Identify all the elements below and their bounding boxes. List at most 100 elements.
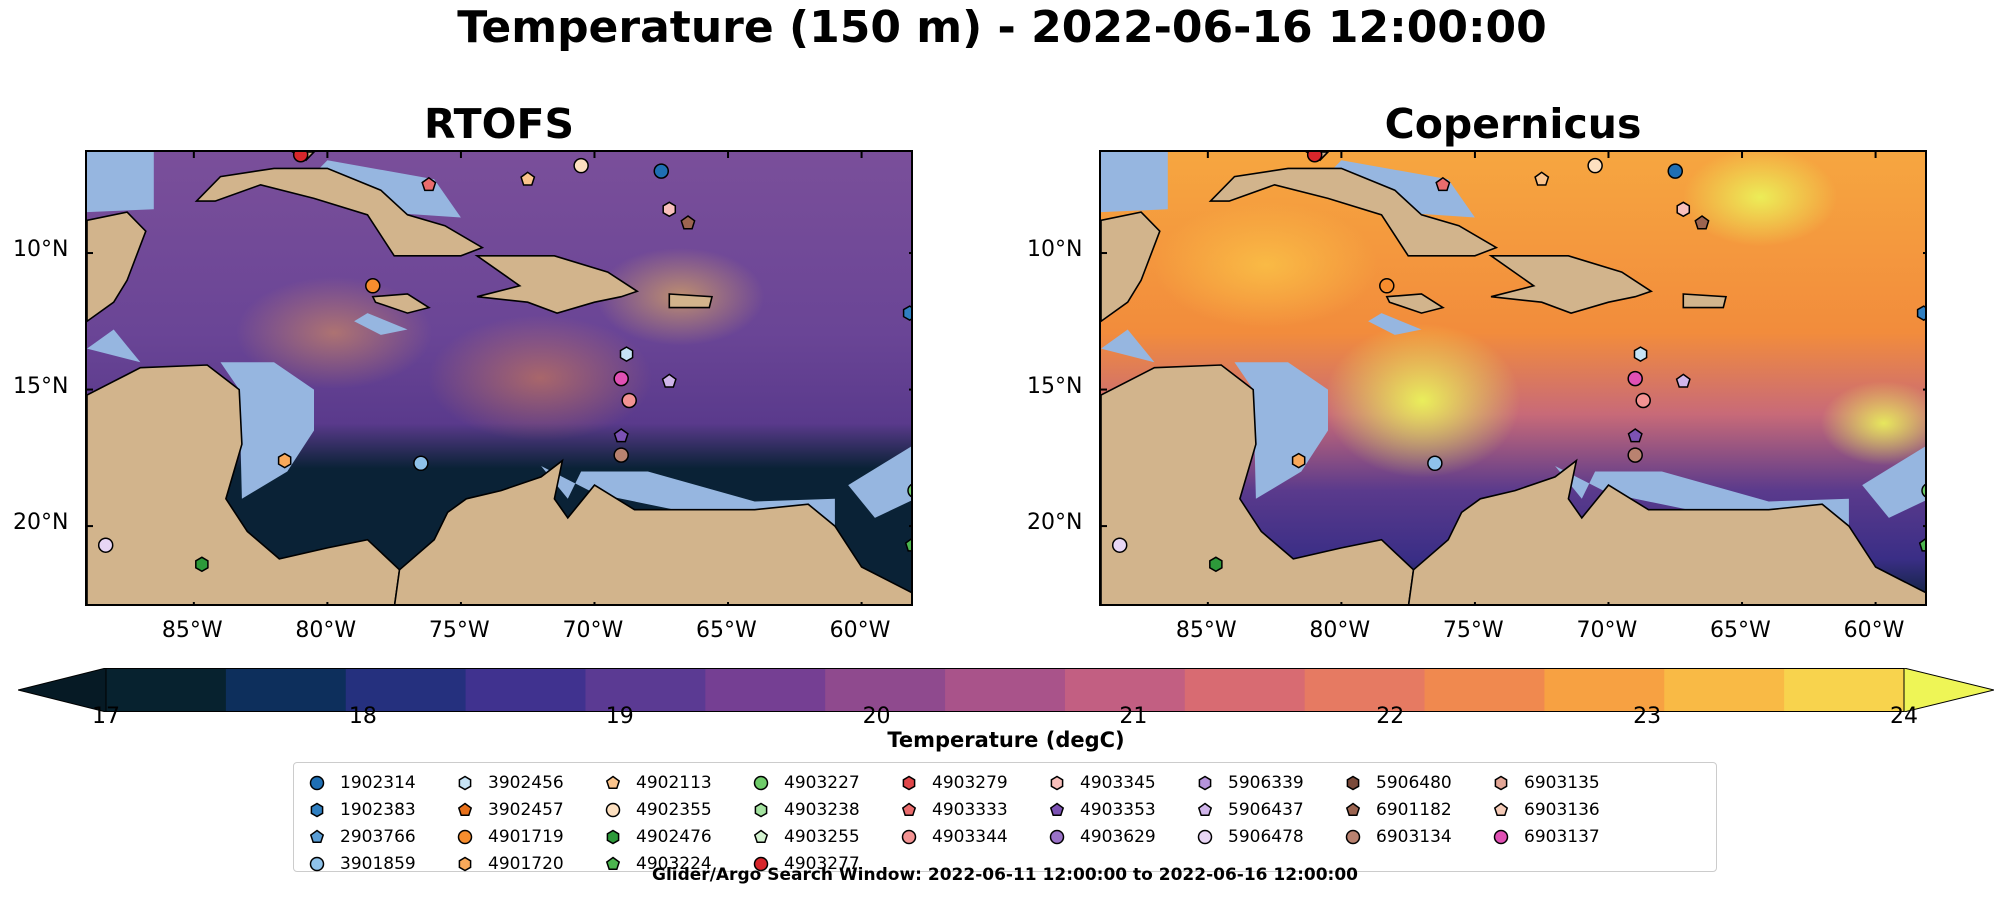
legend-marker-circle bbox=[309, 856, 325, 871]
lon-tick-label: 75°W bbox=[428, 618, 490, 643]
float-marker-1902383 bbox=[1916, 305, 1925, 321]
float-marker-3902456 bbox=[1633, 346, 1648, 362]
legend-item: 5906480 bbox=[1344, 769, 1452, 796]
float-legend: 1902314 1902383 2903766 3901859 3902456 39024… bbox=[293, 762, 1717, 874]
legend-item: 2903766 bbox=[308, 823, 416, 850]
float-marker-5906437 bbox=[1675, 373, 1691, 388]
legend-item: 6901182 bbox=[1344, 796, 1452, 823]
legend-marker-circle bbox=[309, 775, 325, 790]
float-marker-4903333 bbox=[1435, 176, 1451, 192]
legend-marker-pentagon bbox=[605, 856, 621, 870]
legend-marker bbox=[606, 829, 620, 844]
colorbar bbox=[18, 668, 1994, 712]
legend-label: 6903137 bbox=[1524, 826, 1600, 847]
float-marker-3902456 bbox=[619, 346, 634, 362]
legend-marker-circle bbox=[1197, 829, 1213, 844]
legend-marker-hexagon bbox=[902, 775, 916, 790]
float-marker-6903137 bbox=[1627, 370, 1643, 387]
legend-marker-pentagon bbox=[457, 802, 473, 816]
legend-marker-hexagon bbox=[1050, 775, 1064, 790]
float-marker-4903345 bbox=[1676, 201, 1691, 218]
lon-tick-label: 70°W bbox=[562, 618, 624, 643]
legend-label: 4902113 bbox=[636, 772, 712, 793]
legend-item: 6903134 bbox=[1344, 823, 1452, 850]
legend-column: 1902314 1902383 2903766 3901859 bbox=[308, 769, 416, 877]
legend-label: 4902476 bbox=[636, 826, 712, 847]
float-marker-4902355 bbox=[573, 157, 589, 174]
float-marker-4901720 bbox=[1291, 452, 1306, 469]
colorbar-tick-label: 20 bbox=[862, 704, 891, 729]
float-marker-1902314 bbox=[1667, 163, 1684, 179]
float-marker-4903277 bbox=[1306, 152, 1323, 163]
legend-marker-circle bbox=[753, 775, 769, 790]
legend-label: 5906480 bbox=[1376, 772, 1452, 793]
colorbar-tick-label: 23 bbox=[1633, 704, 1662, 729]
float-marker-4902113 bbox=[1534, 171, 1550, 186]
colorbar-segment bbox=[465, 668, 587, 712]
float-marker-4901719 bbox=[1379, 278, 1395, 294]
legend-marker bbox=[1493, 829, 1509, 844]
legend-label: 1902314 bbox=[340, 772, 416, 793]
colorbar-segment bbox=[945, 668, 1066, 712]
panel-title-copernicus: Copernicus bbox=[1384, 100, 1642, 148]
lon-tick-label: 85°W bbox=[161, 618, 223, 643]
search-window-text: Glider/Argo Search Window: 2022-06-11 12… bbox=[652, 865, 1358, 885]
legend-marker bbox=[753, 856, 769, 871]
legend-item: 6903135 bbox=[1492, 769, 1600, 796]
float-marker-3901859 bbox=[413, 455, 429, 472]
lon-tick-label: 80°W bbox=[1309, 618, 1371, 643]
panel-title-rtofs: RTOFS bbox=[423, 100, 575, 148]
legend-marker-pentagon bbox=[605, 775, 621, 789]
legend-item: 5906339 bbox=[1196, 769, 1304, 796]
legend-marker-hexagon bbox=[310, 802, 324, 817]
float-marker-4903227 bbox=[1921, 483, 1925, 498]
float-marker-6901182 bbox=[1694, 215, 1710, 230]
legend-label: 4903353 bbox=[1080, 799, 1156, 820]
colorbar-segment bbox=[705, 668, 826, 712]
legend-label: 4901720 bbox=[488, 853, 564, 874]
legend-label: 5906339 bbox=[1228, 772, 1304, 793]
colorbar-segment bbox=[106, 668, 227, 712]
shelf-water bbox=[354, 313, 408, 335]
land bbox=[474, 255, 640, 314]
legend-label: 1902383 bbox=[340, 799, 416, 820]
legend-marker bbox=[1198, 775, 1212, 790]
legend-marker bbox=[605, 856, 621, 870]
float-marker-4903353 bbox=[1627, 428, 1643, 443]
legend-label: 4903224 bbox=[636, 853, 712, 874]
colorbar-segment bbox=[345, 668, 467, 712]
colorbar-tick-label: 19 bbox=[605, 704, 634, 729]
colorbar-frame bbox=[105, 668, 1905, 712]
float-marker-4903277 bbox=[292, 152, 309, 163]
legend-item: 5906437 bbox=[1196, 796, 1304, 823]
land bbox=[1208, 167, 1499, 257]
legend-item: 4903238 bbox=[752, 796, 860, 823]
legend-column: 4903279 4903333 4903344 bbox=[900, 769, 1008, 850]
float-marker-4902113 bbox=[520, 171, 536, 186]
float-marker-3901859 bbox=[1427, 455, 1443, 472]
lat-tick-label: 15°N bbox=[1027, 373, 1083, 399]
lon-tick-label: 75°W bbox=[1442, 618, 1504, 643]
colorbar-tick-label: 24 bbox=[1890, 704, 1918, 729]
legend-marker bbox=[1345, 829, 1361, 844]
shelf-water bbox=[1101, 152, 1168, 213]
legend-marker bbox=[605, 802, 621, 817]
legend-marker-pentagon bbox=[1197, 802, 1213, 816]
land bbox=[1101, 211, 1161, 323]
float-marker-5906437 bbox=[661, 373, 677, 388]
legend-marker bbox=[309, 829, 325, 843]
legend-item: 1902383 bbox=[308, 796, 416, 823]
legend-marker-hexagon bbox=[1198, 775, 1212, 790]
float-marker-1902383 bbox=[902, 305, 911, 321]
float-marker-4903224 bbox=[904, 538, 911, 552]
legend-marker-circle bbox=[753, 856, 769, 871]
legend-marker bbox=[458, 856, 472, 871]
lat-tick-label: 15°N bbox=[13, 373, 69, 399]
legend-marker bbox=[605, 775, 621, 789]
legend-label: 4903255 bbox=[784, 826, 860, 847]
float-marker-4903345 bbox=[662, 201, 677, 218]
lat-tick-label: 20°N bbox=[13, 510, 69, 536]
legend-marker bbox=[1050, 775, 1064, 790]
legend-marker-pentagon bbox=[753, 829, 769, 843]
float-marker-4902355 bbox=[1587, 157, 1603, 174]
